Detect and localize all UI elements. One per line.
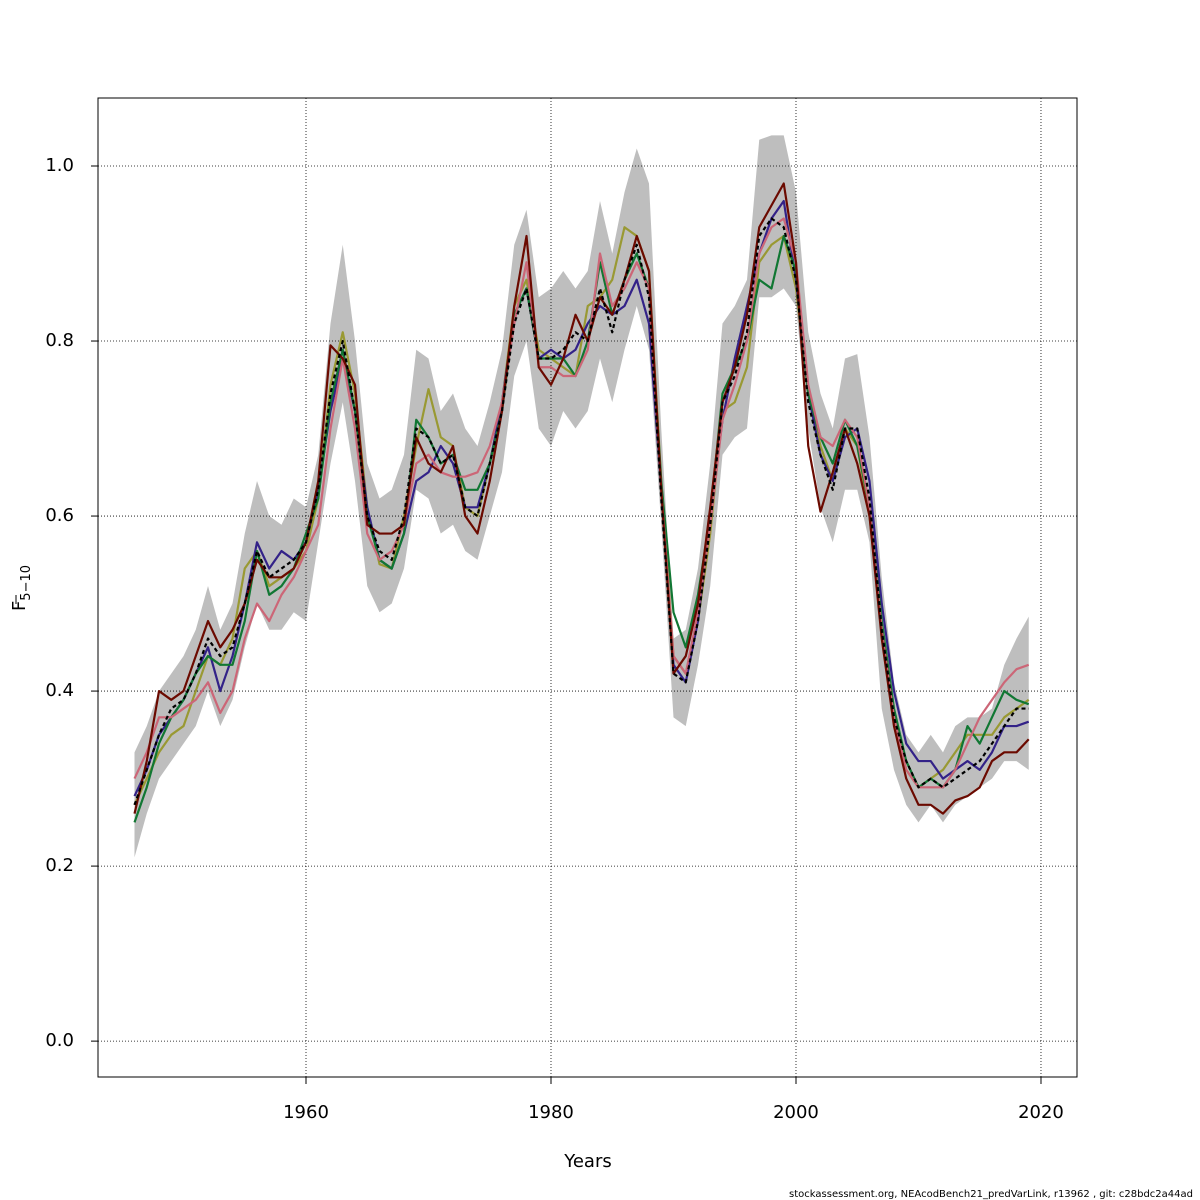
- confidence-band: [134, 135, 1029, 858]
- footer: stockassessment.org, NEAcodBench21_predV…: [789, 1189, 1193, 1200]
- y-axis-label: F5−10: [9, 565, 34, 611]
- y-tick-label: 0.8: [45, 330, 74, 351]
- y-tick-label: 0.0: [45, 1030, 74, 1051]
- plot-frame: [97, 97, 1078, 1078]
- x-tick-label: 2000: [773, 1102, 819, 1123]
- x-tick-label: 1960: [283, 1102, 329, 1123]
- x-axis-label: Years: [563, 1151, 612, 1172]
- x-tick-label: 2020: [1018, 1102, 1064, 1123]
- y-tick-label: 0.2: [45, 855, 74, 876]
- y-axis-label-sub: 5−10: [19, 565, 34, 601]
- x-tick-label: 1980: [528, 1102, 574, 1123]
- y-tick-label: 0.4: [45, 680, 74, 701]
- y-tick-label: 0.6: [45, 505, 74, 526]
- y-axis-label-main: F: [9, 601, 30, 611]
- series-line: [133, 217, 1029, 806]
- plot-area: [98, 98, 1077, 1077]
- y-tick-label: 1.0: [45, 155, 74, 176]
